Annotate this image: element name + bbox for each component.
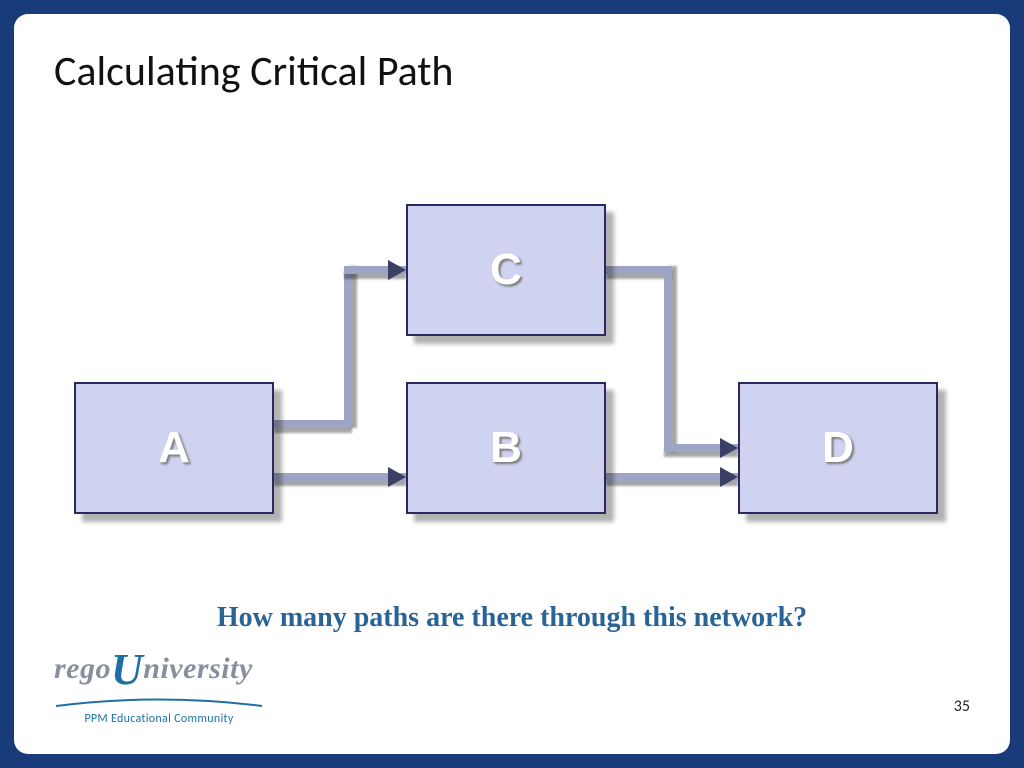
node-label: C [490,245,522,295]
arrowhead-icon [388,260,406,280]
logo-subtext: PPM Educational Community [54,712,264,726]
node-d: D [738,382,938,514]
edge-segment [344,266,352,428]
question-text: How many paths are there through this ne… [14,602,1010,634]
edge-segment [274,473,406,481]
node-c: C [406,204,606,336]
arrowhead-icon [720,467,738,487]
node-label: B [490,423,522,473]
logo-text-u: U [111,645,143,694]
logo-text-pre: rego [54,652,111,685]
diagram-canvas: A C B D [14,14,1010,754]
edge-segment [606,266,672,274]
edge-segment [606,473,738,481]
node-b: B [406,382,606,514]
logo-swoosh-icon [54,697,264,709]
arrowhead-icon [388,467,406,487]
logo: regoUniversity PPM Educational Community [54,644,264,726]
node-label: D [822,423,854,473]
node-label: A [158,423,190,473]
edge-segment [664,266,672,452]
arrowhead-icon [720,438,738,458]
node-a: A [74,382,274,514]
logo-text-post: niversity [143,652,253,685]
page-number: 35 [954,697,970,716]
edge-segment [274,420,352,428]
